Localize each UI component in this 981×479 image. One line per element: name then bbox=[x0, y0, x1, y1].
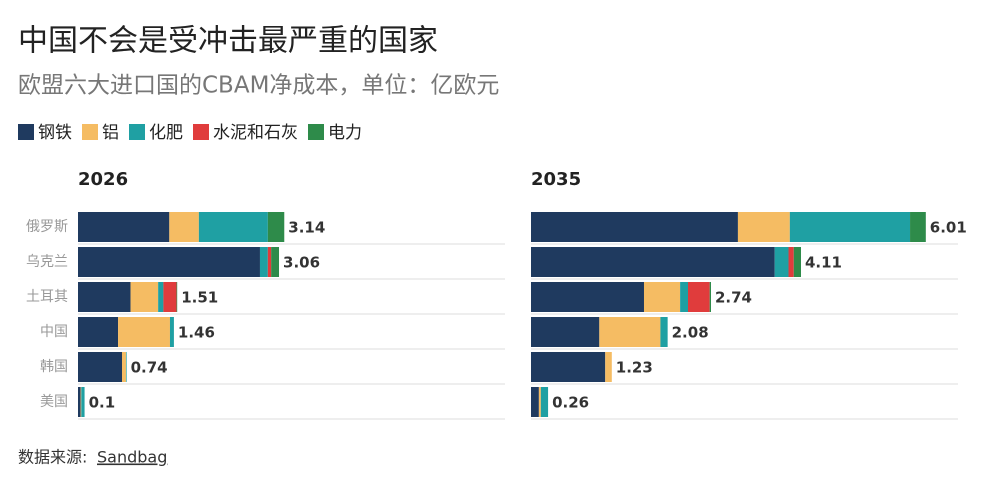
bar-segment bbox=[531, 212, 738, 242]
bar-segment bbox=[599, 317, 661, 347]
panel-title: 2035 bbox=[531, 169, 581, 190]
bar-segment bbox=[531, 317, 600, 347]
bar-segment bbox=[81, 387, 85, 417]
bar-segment bbox=[643, 282, 681, 312]
total-label: 6.01 bbox=[930, 219, 967, 237]
bar-segment bbox=[531, 352, 606, 382]
legend-label: 钢铁 bbox=[38, 123, 72, 143]
total-label: 0.26 bbox=[552, 394, 589, 412]
bar-segment bbox=[80, 387, 82, 417]
bar-segment bbox=[789, 212, 911, 242]
bar-segment bbox=[78, 352, 123, 382]
bar-segment bbox=[158, 282, 164, 312]
total-label: 0.1 bbox=[89, 394, 116, 412]
bar-segment bbox=[605, 352, 612, 382]
bar-segment bbox=[793, 247, 801, 277]
bar-segment bbox=[267, 247, 272, 277]
legend-swatch bbox=[129, 124, 145, 140]
total-label: 1.46 bbox=[178, 324, 215, 342]
bar-segment bbox=[163, 282, 177, 312]
legend-swatch bbox=[308, 124, 324, 140]
bar-segment bbox=[737, 212, 790, 242]
source-label: 数据来源: bbox=[18, 448, 87, 467]
bar-segment bbox=[680, 282, 689, 312]
total-label: 2.08 bbox=[672, 324, 709, 342]
bar-segment bbox=[78, 247, 260, 277]
bar-segment bbox=[267, 212, 285, 242]
source-link[interactable]: Sandbag bbox=[97, 448, 167, 467]
bar-segment bbox=[660, 317, 668, 347]
legend-swatch bbox=[82, 124, 98, 140]
bar-segment bbox=[130, 282, 159, 312]
category-label: 土耳其 bbox=[26, 289, 68, 305]
bar-segment bbox=[125, 352, 127, 382]
bar-segment bbox=[709, 282, 711, 312]
category-label: 韩国 bbox=[40, 359, 68, 375]
chart-subtitle: 欧盟六大进口国的CBAM净成本，单位：亿欧元 bbox=[18, 73, 499, 99]
bar-segment bbox=[788, 247, 794, 277]
total-label: 3.06 bbox=[283, 254, 320, 272]
category-label: 中国 bbox=[40, 324, 68, 340]
bar-segment bbox=[538, 387, 541, 417]
legend-swatch bbox=[193, 124, 209, 140]
bar-segment bbox=[169, 212, 199, 242]
category-label: 美国 bbox=[40, 394, 68, 410]
total-label: 4.11 bbox=[805, 254, 842, 272]
bar-segment bbox=[531, 387, 539, 417]
total-label: 0.74 bbox=[131, 359, 168, 377]
legend-swatch bbox=[18, 124, 34, 140]
category-label: 俄罗斯 bbox=[26, 219, 68, 235]
bar-segment bbox=[688, 282, 710, 312]
total-label: 2.74 bbox=[715, 289, 752, 307]
bar-segment bbox=[259, 247, 268, 277]
bar-segment bbox=[78, 387, 81, 417]
bar-segment bbox=[540, 387, 549, 417]
legend-label: 水泥和石灰 bbox=[213, 123, 298, 143]
bar-segment bbox=[118, 317, 170, 347]
chart-title: 中国不会是受冲击最严重的国家 bbox=[18, 24, 438, 59]
bar-segment bbox=[271, 247, 280, 277]
category-label: 乌克兰 bbox=[26, 254, 68, 270]
bar-segment bbox=[531, 282, 644, 312]
legend: 钢铁 铝 化肥 水泥和石灰 电力 bbox=[18, 123, 362, 143]
legend-label: 铝 bbox=[102, 123, 119, 143]
bar-segment bbox=[774, 247, 789, 277]
total-label: 1.23 bbox=[616, 359, 653, 377]
panel-title: 2026 bbox=[78, 169, 128, 190]
bar-segment bbox=[198, 212, 268, 242]
total-label: 3.14 bbox=[288, 219, 325, 237]
bar-segment bbox=[78, 282, 131, 312]
legend-label: 化肥 bbox=[149, 123, 183, 143]
bar-segment bbox=[531, 247, 775, 277]
bar-segment bbox=[176, 282, 178, 312]
legend-label: 电力 bbox=[328, 123, 362, 143]
total-label: 1.51 bbox=[181, 289, 218, 307]
bar-segment bbox=[169, 317, 174, 347]
bar-segment bbox=[78, 317, 119, 347]
bar-segment bbox=[78, 212, 170, 242]
bar-segment bbox=[122, 352, 126, 382]
bar-segment bbox=[910, 212, 926, 242]
